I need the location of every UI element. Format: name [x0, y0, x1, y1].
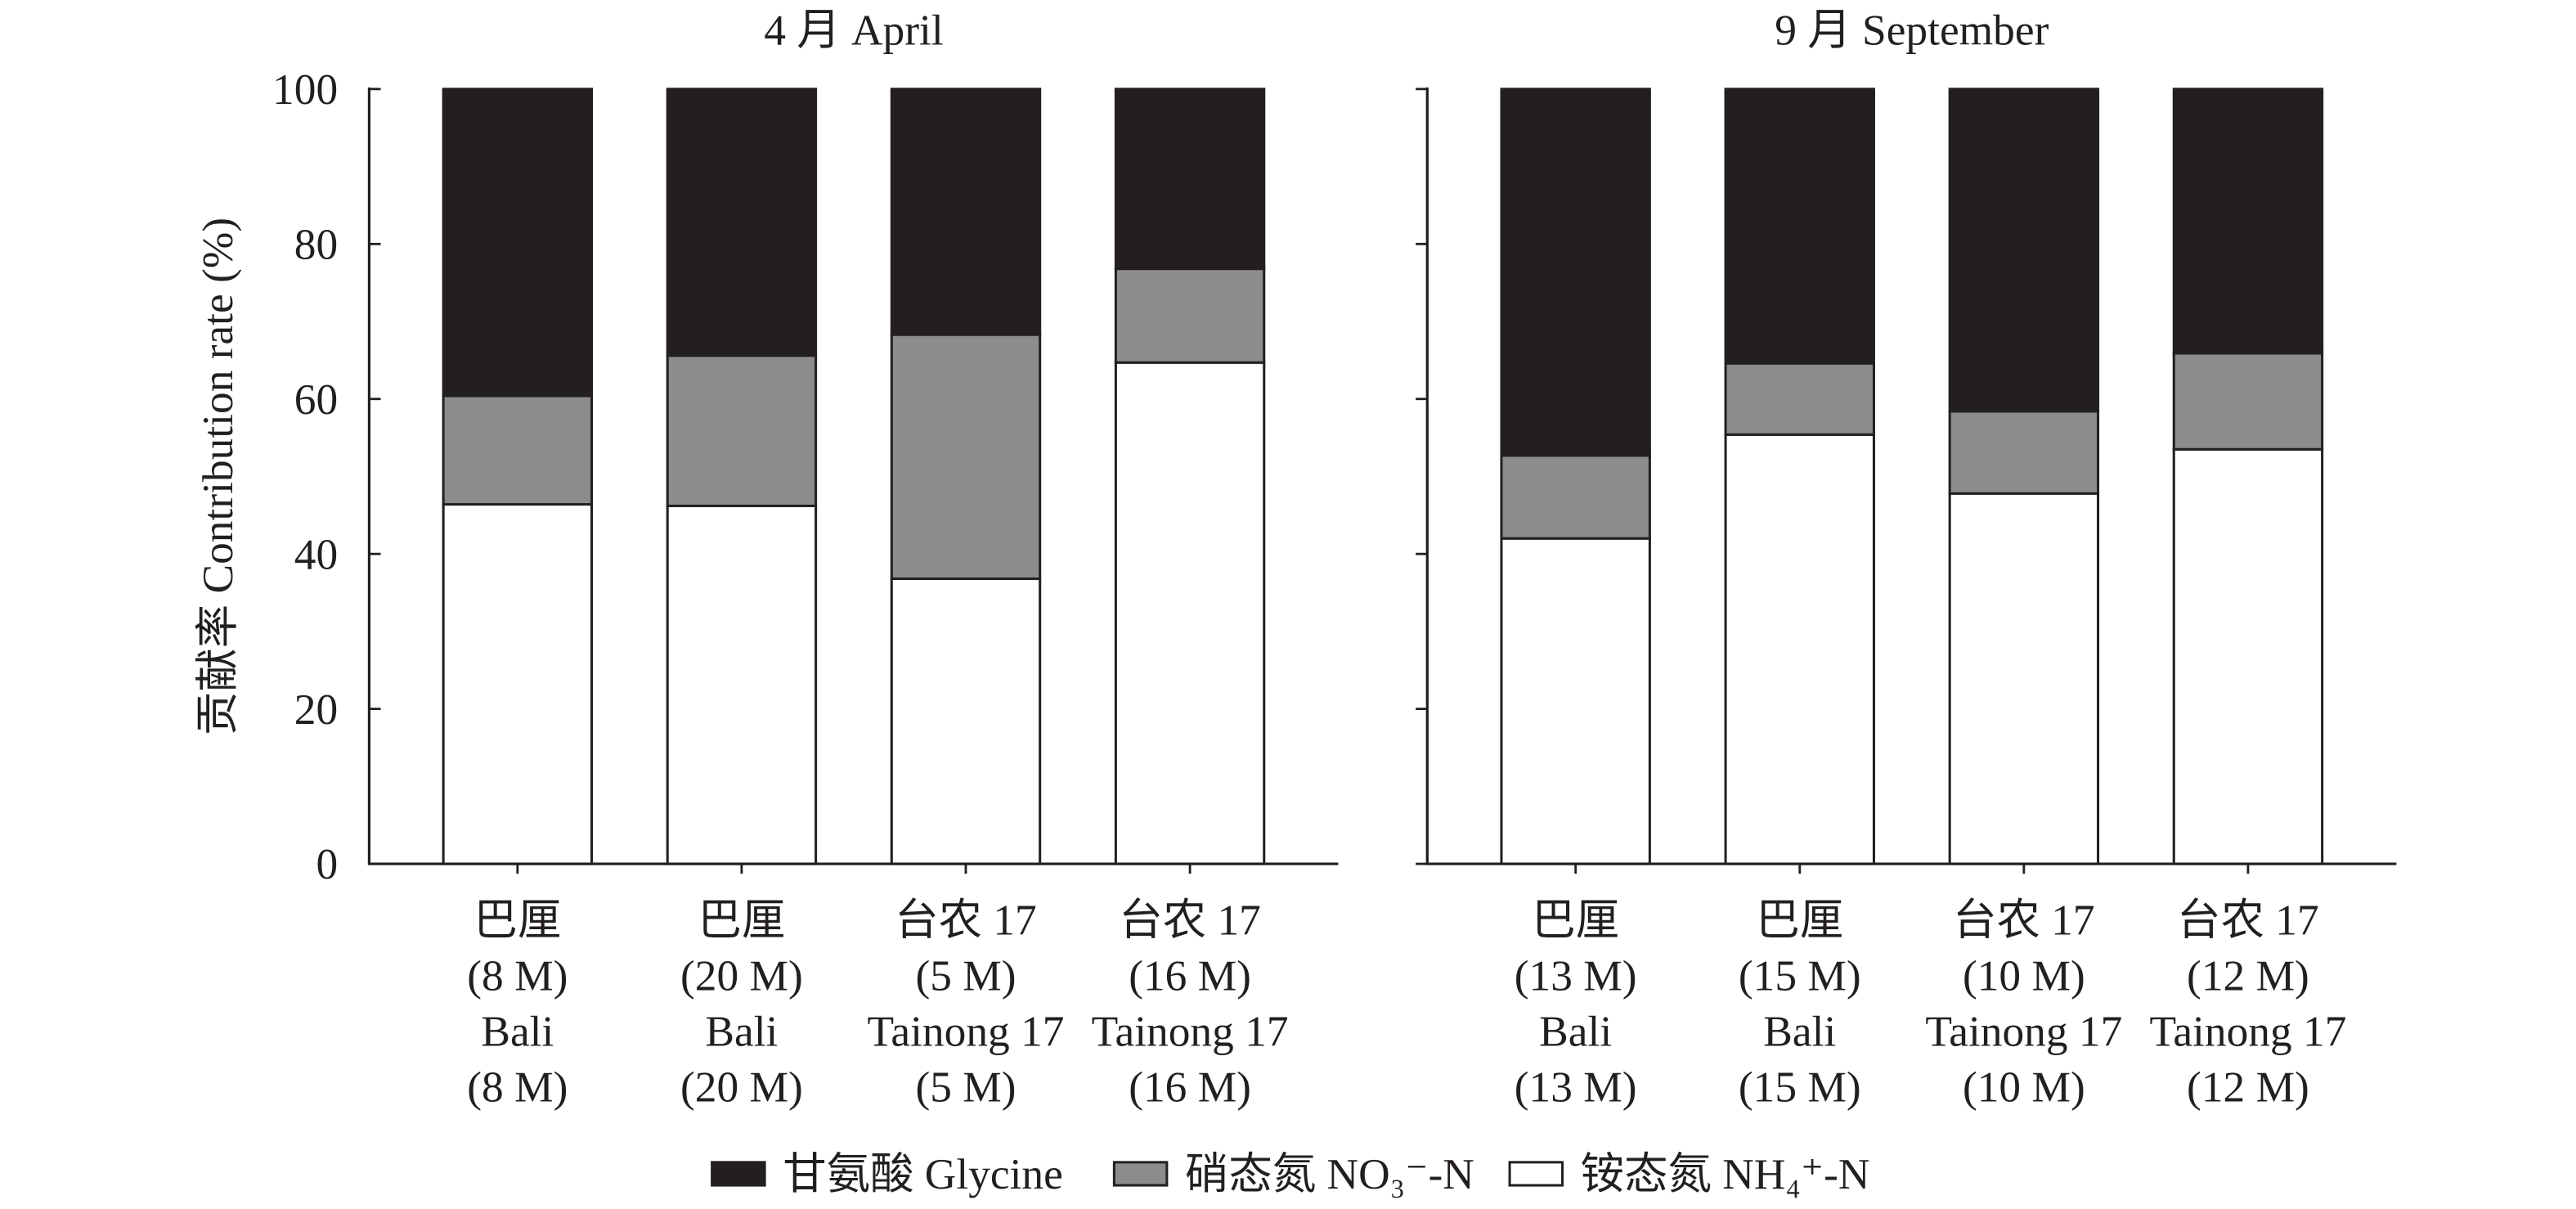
x-category-label-line: Tainong 17: [1925, 1007, 2122, 1056]
x-category-label-line: Tainong 17: [2149, 1007, 2346, 1056]
x-category-label: 台农 17 (16 M) Tainong 17 (16 M): [1092, 896, 1289, 1112]
x-category-label-line: 巴厘: [1532, 896, 1619, 945]
x-category-label-line: (5 M): [915, 951, 1016, 1000]
x-category-label-line: Tainong 17: [868, 1007, 1065, 1056]
x-category-label: 台农 17 (12 M) Tainong 17 (12 M): [2149, 896, 2346, 1112]
y-tick-label: 100: [272, 65, 338, 114]
bar-segment-glycine: [890, 88, 1042, 336]
x-category-label-line: (16 M): [1129, 951, 1251, 1000]
x-category-label-line: 巴厘: [1756, 896, 1843, 945]
bar-segment-no3: [1948, 410, 2100, 495]
legend-item-glycine: 甘氨酸 Glycine: [711, 1149, 1063, 1198]
bar-segment-no3: [1724, 362, 1875, 436]
bar-segment-glycine: [1500, 88, 1651, 457]
x-category-label-line: Bali: [1539, 1007, 1612, 1056]
x-category-label-line: (15 M): [1739, 1062, 1861, 1111]
y-tick-label: 0: [316, 839, 338, 888]
x-category-label: 巴厘 (20 M) Bali (20 M): [680, 896, 803, 1112]
bar-segment-no3: [442, 394, 594, 506]
bar-stack: [666, 88, 818, 865]
bar-stack: [1724, 88, 1875, 865]
bar-segment-nh4: [666, 504, 818, 865]
bar-stack: [1948, 88, 2100, 865]
panel-title: 9 月 September: [1775, 5, 2049, 54]
bar-stack: [890, 88, 1042, 865]
bar-segment-no3: [890, 333, 1042, 581]
legend-swatch: [1112, 1161, 1169, 1187]
legend: 甘氨酸 Glycine 硝态氮 NO₃⁻-N 铵态氮 NH₄⁺-N: [711, 1149, 1870, 1198]
panel-september: 9 月 September 巴厘 (13 M) Bali (13 M) 巴厘 (15 M) B…: [1416, 5, 2397, 1112]
legend-item-no3: 硝态氮 NO₃⁻-N: [1112, 1149, 1474, 1198]
bar-segment-no3: [1114, 267, 1266, 364]
x-category-label-line: (12 M): [2187, 951, 2309, 1000]
bar-segment-glycine: [1724, 88, 1875, 365]
bar-segment-no3: [1500, 454, 1651, 540]
x-category-label-line: Tainong 17: [1092, 1007, 1289, 1056]
x-category-label-line: (8 M): [467, 951, 568, 1000]
x-category-label: 巴厘 (13 M) Bali (13 M): [1515, 896, 1637, 1112]
bar-segment-no3: [666, 354, 818, 507]
x-category-label-line: (20 M): [680, 1062, 803, 1111]
y-tick-label: 80: [294, 219, 338, 268]
x-category-label-line: (10 M): [1963, 1062, 2085, 1111]
x-category-label-line: (10 M): [1963, 951, 2085, 1000]
y-axis-label: 贡献率 Contribution rate (%): [193, 218, 242, 735]
bar-stack: [442, 88, 594, 865]
y-tick-label: 60: [294, 375, 338, 424]
x-category-label-line: (12 M): [2187, 1062, 2309, 1111]
x-category-label: 台农 17 (10 M) Tainong 17 (10 M): [1925, 896, 2122, 1112]
bar-segment-glycine: [1114, 88, 1266, 271]
bar-stack: [2172, 88, 2324, 865]
panel-april: 4 月 April 巴厘 (8 M) Bali (8 M) 巴厘 (20 M) Bali (20…: [193, 5, 1339, 1112]
legend-label: 甘氨酸 Glycine: [783, 1149, 1063, 1198]
y-tick-label: 40: [294, 529, 338, 578]
bar-segment-glycine: [1948, 88, 2100, 413]
x-category-label-line: 台农 17: [1119, 896, 1261, 945]
bar-segment-nh4: [1500, 537, 1651, 865]
bar-stack: [1500, 88, 1651, 865]
x-category-label-line: (5 M): [915, 1062, 1016, 1111]
x-category-label-line: (15 M): [1739, 951, 1861, 1000]
x-category-label-line: (8 M): [467, 1062, 568, 1111]
x-category-label-line: 巴厘: [698, 896, 786, 945]
legend-swatch: [711, 1161, 766, 1187]
legend-swatch: [1508, 1161, 1564, 1187]
x-category-label-line: (13 M): [1515, 951, 1637, 1000]
x-category-label-line: Bali: [705, 1007, 778, 1056]
x-category-label-line: 台农 17: [1953, 896, 2095, 945]
panel-title: 4 月 April: [764, 5, 943, 54]
bar-segment-nh4: [1114, 361, 1266, 865]
x-category-label: 巴厘 (15 M) Bali (15 M): [1739, 896, 1861, 1112]
x-category-label-line: 台农 17: [895, 896, 1037, 945]
bar-segment-nh4: [442, 503, 594, 865]
bar-segment-nh4: [1724, 433, 1875, 865]
bar-segment-glycine: [442, 88, 594, 398]
bar-segment-glycine: [666, 88, 818, 357]
legend-item-nh4: 铵态氮 NH₄⁺-N: [1508, 1149, 1870, 1198]
bar-segment-nh4: [2172, 447, 2324, 865]
x-category-label-line: (13 M): [1515, 1062, 1637, 1111]
y-tick-label: 20: [294, 685, 338, 734]
chart-panels: 4 月 April 巴厘 (8 M) Bali (8 M) 巴厘 (20 M) Bali (20…: [193, 5, 2397, 1112]
legend-label: 硝态氮 NO₃⁻-N: [1185, 1149, 1474, 1198]
bar-stack: [1114, 88, 1266, 865]
x-category-label: 巴厘 (8 M) Bali (8 M): [467, 896, 568, 1112]
x-category-label-line: Bali: [1763, 1007, 1836, 1056]
bar-segment-nh4: [1948, 492, 2100, 865]
bar-segment-no3: [2172, 352, 2324, 451]
x-category-label: 台农 17 (5 M) Tainong 17 (5 M): [868, 896, 1065, 1112]
bar-segment-nh4: [890, 577, 1042, 865]
x-category-label-line: (20 M): [680, 951, 803, 1000]
x-category-label-line: 巴厘: [473, 896, 561, 945]
x-category-label-line: 台农 17: [2177, 896, 2319, 945]
legend-label: 铵态氮 NH₄⁺-N: [1581, 1149, 1870, 1198]
x-category-label-line: (16 M): [1129, 1062, 1251, 1111]
bar-segment-glycine: [2172, 88, 2324, 355]
x-category-label-line: Bali: [481, 1007, 554, 1056]
